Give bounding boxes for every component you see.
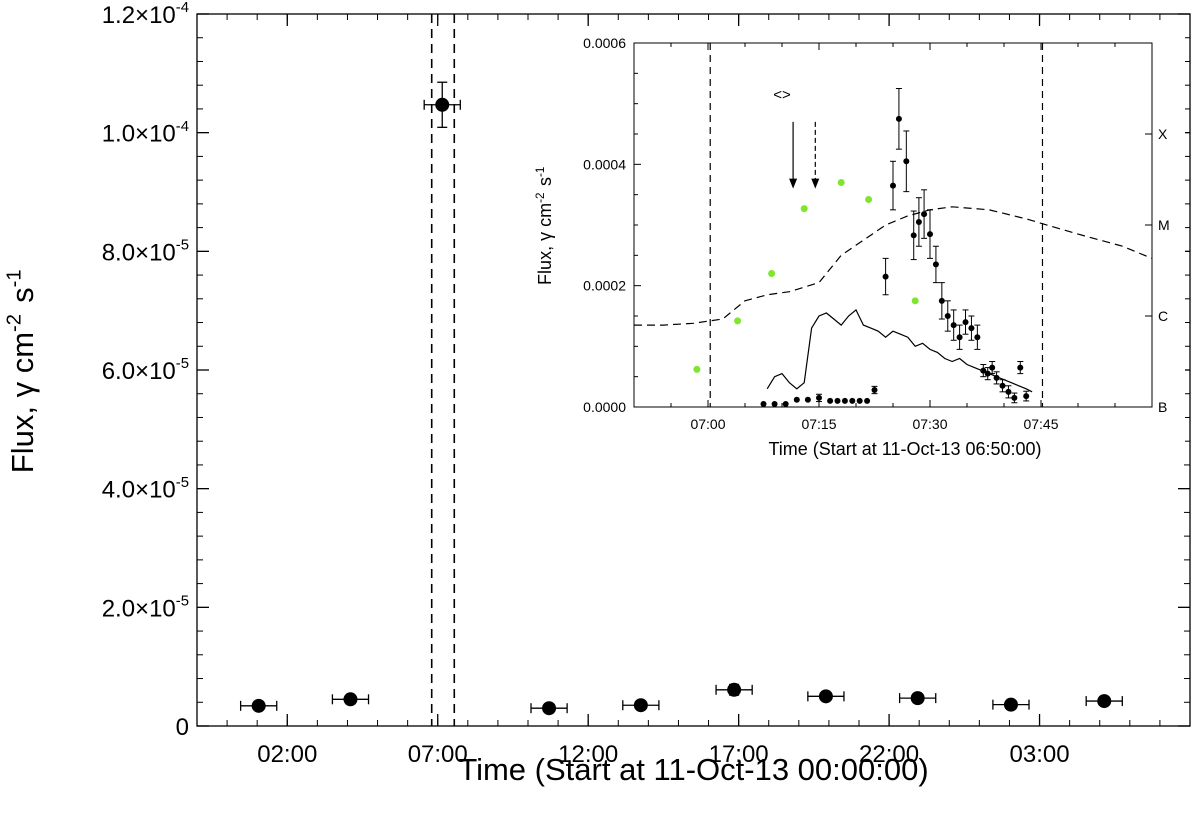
inset-data-point (956, 334, 963, 341)
inset-plot: 0.0000 0.0002 0.0004 0.0006 07:00 07:15 07:30 0… (534, 30, 1185, 464)
inset-data-point (827, 397, 834, 404)
inset-y-tick-label: 0.0002 (583, 278, 626, 294)
main-x-axis-title: Time (Start at 11-Oct-13 00:00:00) (458, 752, 928, 787)
inset-x-tick-label: 07:30 (912, 416, 947, 432)
inset-data-point (864, 397, 871, 404)
inset-data-point (856, 397, 863, 404)
inset-data-point (962, 319, 969, 326)
inset-right-class-label: B (1158, 399, 1167, 415)
inset-y-tick-label: 0.0006 (583, 35, 626, 51)
main-data-point (727, 682, 742, 697)
main-x-tick-label: 17:00 (709, 741, 769, 768)
inset-data-point (760, 400, 767, 407)
inset-data-point (968, 325, 975, 332)
main-data-point (1003, 697, 1018, 712)
inset-data-point (1017, 364, 1024, 371)
main-data-point (818, 689, 833, 704)
inset-data-point (1023, 393, 1030, 400)
main-data-point (251, 698, 266, 713)
inset-x-tick-label: 07:00 (690, 416, 725, 432)
main-x-tick-label: 12:00 (558, 741, 618, 768)
inset-right-class-label: X (1158, 126, 1168, 142)
main-y-tick-label: 1.0×10-4 (102, 119, 189, 148)
main-data-point (542, 701, 557, 716)
main-x-tick-label: 22:00 (859, 741, 919, 768)
main-data-point (343, 692, 358, 707)
inset-arrow-head (811, 178, 820, 189)
inset-data-point (849, 397, 856, 404)
inset-data-point (974, 334, 981, 341)
inset-green-point (911, 297, 919, 305)
inset-green-point (800, 205, 808, 213)
inset-data-point (999, 382, 1006, 389)
inset-green-point (865, 196, 873, 204)
inset-y-tick-label: 0.0004 (583, 156, 626, 172)
inset-data-point (841, 397, 848, 404)
inset-data-point (903, 158, 910, 165)
inset-x-tick-label: 07:45 (1023, 416, 1058, 432)
inset-green-point (837, 179, 845, 187)
inset-data-point (793, 396, 800, 403)
inset-data-point (989, 364, 996, 371)
inset-data-point (944, 313, 951, 319)
inset-data-point (921, 211, 928, 218)
inset-x-axis-title: Time (Start at 11-Oct-13 06:50:00) (768, 439, 1041, 459)
inset-x-tick-label: 07:15 (801, 416, 836, 432)
inset-data-point (782, 400, 789, 407)
main-y-tick-label: 0 (176, 714, 189, 741)
inset-data-point (804, 396, 811, 403)
main-data-point (435, 97, 450, 112)
main-data-point (910, 691, 925, 706)
inset-green-point (693, 365, 701, 373)
inset-background (535, 30, 1185, 464)
inset-marker-symbol: <> (773, 87, 791, 104)
inset-right-class-label: C (1158, 308, 1168, 324)
inset-y-tick-label: 0.0000 (583, 399, 626, 415)
main-y-tick-label: 4.0×10-5 (102, 475, 189, 504)
inset-data-point (882, 273, 889, 280)
inset-data-point (834, 397, 841, 404)
inset-data-point (950, 322, 957, 329)
main-y-tick-label: 1.2×10-4 (102, 0, 189, 29)
inset-data-point (816, 394, 822, 401)
inset-data-point (927, 231, 933, 238)
inset-right-class-label: M (1158, 217, 1170, 233)
main-y-tick-label: 8.0×10-5 (102, 238, 189, 267)
main-x-tick-label: 02:00 (257, 741, 317, 768)
inset-green-point (734, 317, 742, 325)
main-y-tick-label: 6.0×10-5 (102, 356, 189, 385)
inset-y-axis-title: Flux, γ cm-2 s-1 (534, 165, 555, 285)
main-x-tick-label: 03:00 (1010, 741, 1070, 768)
inset-data-point (915, 218, 922, 225)
inset-data-point (910, 232, 917, 239)
inset-data-point (938, 297, 945, 304)
inset-data-point (890, 182, 896, 189)
main-plot: 0 2.0×10-5 4.0×10-5 6.0×10-5 8.0×10-5 1.0×10-… (4, 0, 1191, 787)
inset-data-point (1011, 394, 1018, 401)
main-x-tick-label: 07:00 (408, 741, 468, 768)
inset-data-point (895, 115, 902, 122)
inset-green-point (768, 270, 776, 278)
main-data-point (1097, 694, 1112, 709)
main-y-tick-label: 2.0×10-5 (102, 594, 189, 623)
inset-data-point (1005, 388, 1012, 395)
main-y-axis-title: Flux, γ cm-2 s-1 (4, 267, 40, 473)
inset-data-point (771, 400, 778, 407)
main-data-point (633, 698, 648, 713)
inset-arrow-head (789, 178, 798, 189)
inset-data-point (932, 261, 939, 268)
inset-solid-series-line (766, 308, 1033, 393)
inset-data-point (871, 387, 878, 394)
